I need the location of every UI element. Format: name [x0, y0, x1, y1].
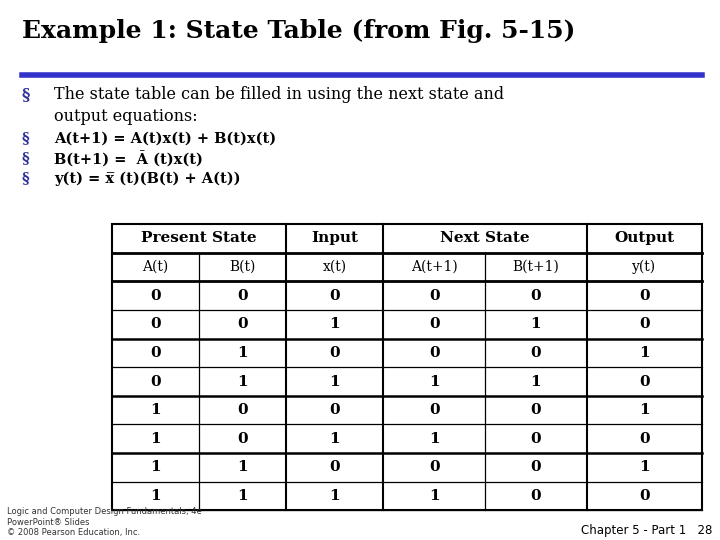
Text: 1: 1	[531, 318, 541, 331]
Text: Next State: Next State	[440, 232, 530, 245]
Text: 1: 1	[237, 346, 248, 360]
Text: 0: 0	[150, 346, 161, 360]
Text: 1: 1	[639, 461, 649, 474]
Text: 0: 0	[150, 375, 161, 388]
Text: Present State: Present State	[141, 232, 256, 245]
Text: 0: 0	[639, 375, 649, 388]
Text: 0: 0	[531, 403, 541, 417]
Text: 0: 0	[429, 346, 439, 360]
Text: y(t) = x̅ (t)(B(t) + A(t)): y(t) = x̅ (t)(B(t) + A(t))	[54, 171, 240, 186]
Text: B(t+1): B(t+1)	[513, 260, 559, 274]
Text: 0: 0	[150, 289, 161, 302]
Text: 0: 0	[531, 289, 541, 302]
Text: A(t): A(t)	[142, 260, 168, 274]
Text: 0: 0	[329, 346, 340, 360]
Text: 1: 1	[150, 461, 161, 474]
Text: 1: 1	[237, 489, 248, 503]
Text: 1: 1	[531, 375, 541, 388]
Text: 1: 1	[329, 318, 340, 331]
Text: 0: 0	[639, 489, 649, 503]
Text: B(t): B(t)	[229, 260, 256, 274]
Text: Logic and Computer Design Fundamentals, 4e
PowerPoint® Slides
© 2008 Pearson Edu: Logic and Computer Design Fundamentals, …	[7, 508, 202, 537]
Text: 1: 1	[237, 375, 248, 388]
Text: 0: 0	[639, 318, 649, 331]
Text: §: §	[22, 86, 30, 103]
Text: 1: 1	[329, 432, 340, 445]
Text: 0: 0	[429, 461, 439, 474]
Text: x(t): x(t)	[323, 260, 346, 274]
Text: 0: 0	[639, 289, 649, 302]
Text: §: §	[22, 131, 30, 145]
Text: 1: 1	[639, 403, 649, 417]
Text: 0: 0	[237, 289, 248, 302]
Text: 0: 0	[429, 318, 439, 331]
Text: Chapter 5 - Part 1   28: Chapter 5 - Part 1 28	[582, 524, 713, 537]
Text: 1: 1	[639, 346, 649, 360]
Text: 0: 0	[329, 403, 340, 417]
Text: 0: 0	[329, 289, 340, 302]
Text: 1: 1	[237, 461, 248, 474]
Text: Input: Input	[311, 232, 358, 245]
Text: 0: 0	[531, 346, 541, 360]
Text: A(t+1): A(t+1)	[410, 260, 457, 274]
Text: 1: 1	[329, 375, 340, 388]
Text: §: §	[22, 151, 30, 165]
Text: 1: 1	[150, 489, 161, 503]
Text: B(t+1) =  Ā (t)x(t): B(t+1) = Ā (t)x(t)	[54, 151, 203, 167]
Text: 0: 0	[237, 432, 248, 445]
Text: 1: 1	[150, 403, 161, 417]
Text: 0: 0	[531, 489, 541, 503]
Text: 0: 0	[531, 432, 541, 445]
Text: 0: 0	[329, 461, 340, 474]
Text: A(t+1) = A(t)x(t) + B(t)x(t): A(t+1) = A(t)x(t) + B(t)x(t)	[54, 131, 276, 145]
Text: 1: 1	[429, 375, 439, 388]
Text: 0: 0	[237, 318, 248, 331]
Text: The state table can be filled in using the next state and: The state table can be filled in using t…	[54, 86, 504, 103]
Text: 1: 1	[150, 432, 161, 445]
Text: 0: 0	[531, 461, 541, 474]
Text: 1: 1	[329, 489, 340, 503]
Text: 0: 0	[639, 432, 649, 445]
Text: Output: Output	[614, 232, 675, 245]
Bar	[112, 224, 702, 510]
Text: y(t): y(t)	[632, 260, 657, 274]
Text: 0: 0	[150, 318, 161, 331]
Text: 1: 1	[429, 489, 439, 503]
Text: 0: 0	[429, 289, 439, 302]
Text: Example 1: State Table (from Fig. 5-15): Example 1: State Table (from Fig. 5-15)	[22, 19, 575, 43]
Text: 0: 0	[237, 403, 248, 417]
Text: §: §	[22, 171, 30, 185]
Text: output equations:: output equations:	[54, 108, 197, 125]
Text: 1: 1	[429, 432, 439, 445]
Text: 0: 0	[429, 403, 439, 417]
